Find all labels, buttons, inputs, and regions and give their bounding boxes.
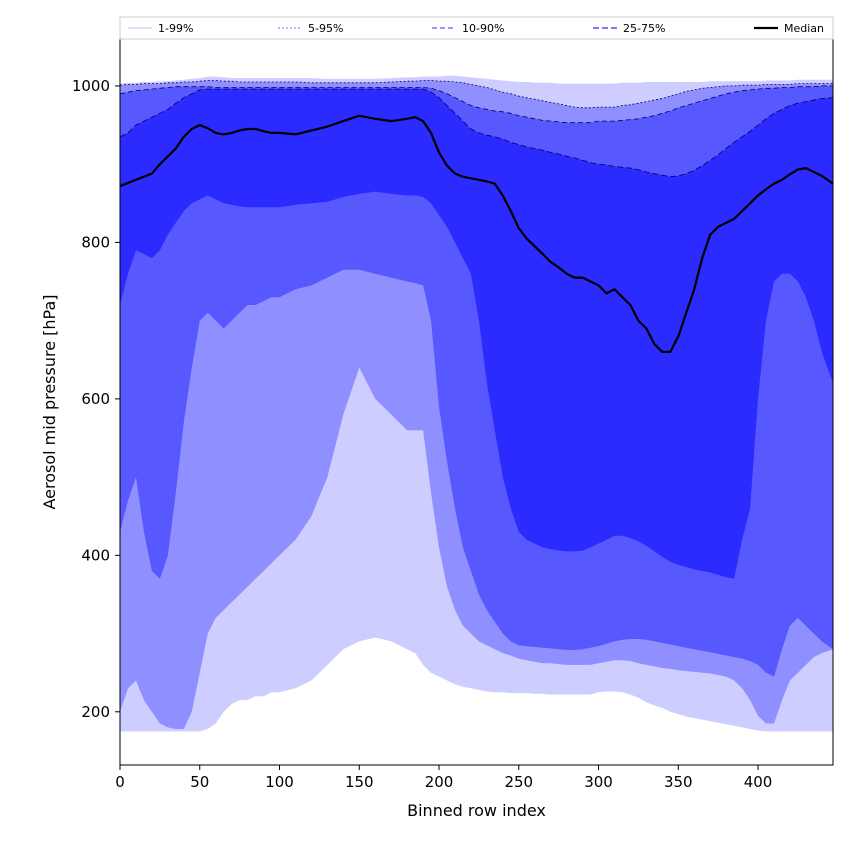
x-tick-label: 300: [584, 773, 613, 791]
quantile-bands: [120, 75, 833, 732]
series-lines: [119, 80, 834, 353]
y-tick-label: 200: [81, 703, 110, 721]
band-edge-25-75%: [119, 88, 834, 178]
legend-label: 1-99%: [158, 22, 193, 35]
x-tick-label: 350: [664, 773, 693, 791]
legend-box: [119, 16, 834, 40]
x-tick-label: 250: [504, 773, 533, 791]
x-tick-label: 200: [425, 773, 454, 791]
x-tick-label: 50: [190, 773, 209, 791]
y-tick-label: 800: [81, 233, 110, 251]
band-edge-10-90%: [119, 85, 833, 124]
band-edge-5-95%: [119, 80, 833, 109]
x-tick-label: 100: [265, 773, 294, 791]
x-tick-label: 150: [345, 773, 374, 791]
x-axis-label: Binned row index: [407, 801, 546, 820]
x-axis: 0 50 100 150 200 250 300 350 400: [115, 765, 772, 791]
legend-label: 25-75%: [623, 22, 665, 35]
legend-label: 5-95%: [308, 22, 343, 35]
y-tick-label: 1000: [72, 77, 110, 95]
band-25-75%: [120, 89, 833, 579]
y-axis-label: Aerosol mid pressure [hPa]: [40, 294, 59, 509]
y-tick-label: 600: [81, 390, 110, 408]
y-axis: 200 400 600 800 1000: [72, 77, 120, 721]
y-tick-label: 400: [81, 546, 110, 564]
series-line-median: [119, 114, 834, 353]
legend-label: 10-90%: [462, 22, 504, 35]
x-tick-label: 400: [744, 773, 773, 791]
x-tick-label: 0: [115, 773, 125, 791]
legend-label: Median: [784, 22, 824, 35]
legend: 1-99% 5-95% 10-90% 25-75% Median: [119, 16, 834, 40]
